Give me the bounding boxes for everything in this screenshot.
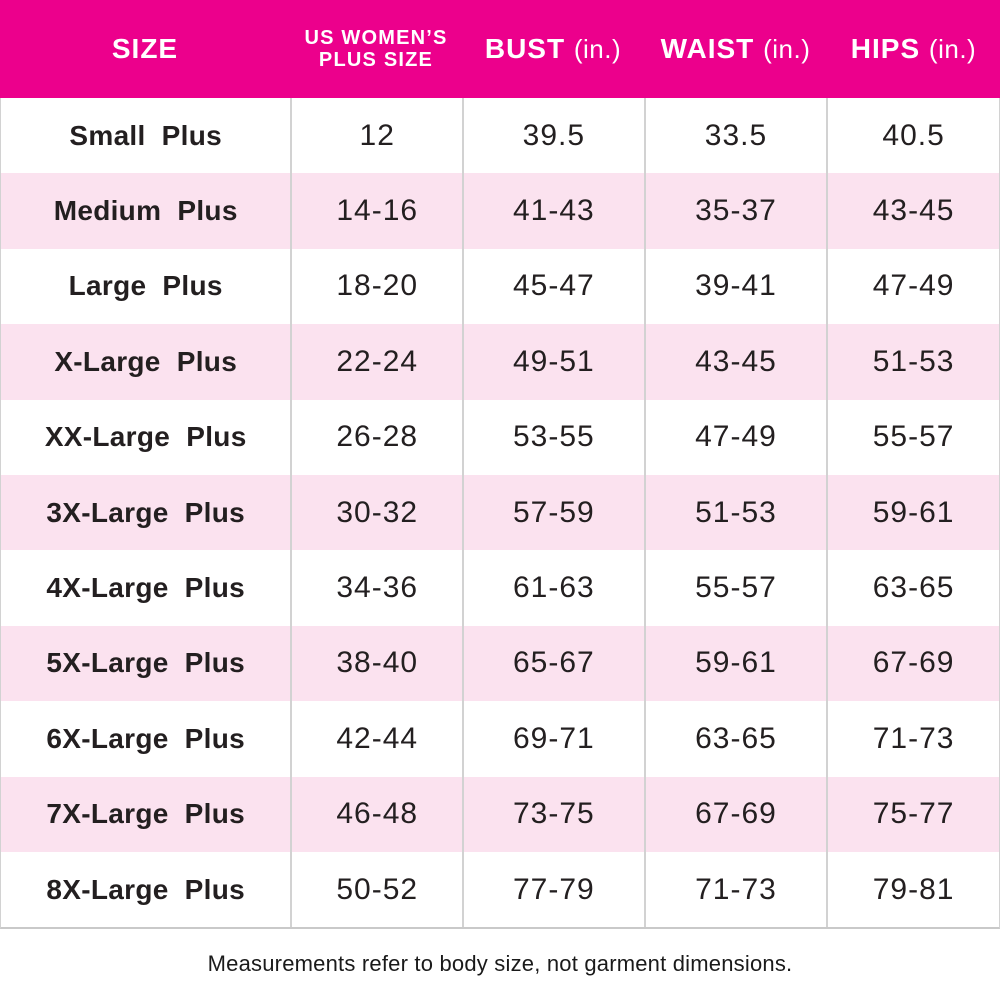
footer-note-area: Measurements refer to body size, not gar…	[0, 929, 1000, 999]
bust-cell: 53-55	[462, 399, 644, 475]
plus-size-cell: 46-48	[290, 776, 462, 852]
header-plus-size-line2: PLUS SIZE	[318, 49, 434, 71]
bust-cell: 73-75	[462, 776, 644, 852]
plus-size-cell: 14-16	[290, 173, 462, 249]
size-cell: XX-Large Plus	[44, 421, 247, 453]
plus-size-cell: 12	[290, 98, 462, 174]
bust-cell: 41-43	[462, 173, 644, 249]
hips-cell: 59-61	[826, 474, 999, 551]
hips-cell: 75-77	[826, 776, 999, 852]
bust-cell: 57-59	[462, 474, 644, 551]
hips-cell: 63-65	[826, 550, 999, 626]
header-waist-unit: (in.)	[763, 34, 811, 65]
plus-size-cell: 42-44	[290, 701, 462, 777]
table-row: XX-Large Plus 26-28 53-55 47-49 55-57	[1, 399, 999, 475]
size-cell: 8X-Large Plus	[46, 873, 246, 905]
size-cell: X-Large Plus	[54, 345, 238, 377]
table-row: 5X-Large Plus 38-40 65-67 59-61 67-69	[1, 625, 999, 702]
waist-cell: 43-45	[643, 324, 827, 400]
hips-cell: 43-45	[826, 173, 999, 249]
table-row: 7X-Large Plus 46-48 73-75 67-69 75-77	[1, 776, 999, 852]
header-bust-label: BUST (in.)	[484, 33, 622, 65]
header-waist-label: WAIST (in.)	[660, 33, 811, 65]
header-bust-unit: (in.)	[573, 34, 622, 65]
table-row: Large Plus 18-20 45-47 39-41 47-49	[1, 248, 999, 325]
waist-cell: 63-65	[643, 701, 827, 777]
header-cell-waist: WAIST (in.)	[644, 0, 827, 98]
size-cell: 4X-Large Plus	[46, 572, 246, 604]
size-cell: Large Plus	[68, 270, 223, 302]
bust-cell: 69-71	[462, 701, 644, 777]
hips-cell: 79-81	[826, 851, 999, 928]
header-hips-label: HIPS (in.)	[850, 33, 977, 65]
header-cell-size: SIZE	[0, 0, 290, 98]
hips-cell: 47-49	[826, 248, 999, 325]
bust-cell: 77-79	[462, 851, 644, 928]
size-cell: 3X-Large Plus	[46, 496, 246, 528]
header-cell-hips: HIPS (in.)	[827, 0, 1000, 98]
waist-cell: 39-41	[643, 248, 827, 325]
hips-cell: 67-69	[826, 625, 999, 702]
plus-size-cell: 34-36	[290, 550, 462, 626]
hips-cell: 51-53	[826, 324, 999, 400]
size-cell: 7X-Large Plus	[46, 798, 246, 830]
header-size-label: SIZE	[111, 33, 179, 65]
table-row: Medium Plus 14-16 41-43 35-37 43-45	[1, 173, 999, 249]
waist-cell: 71-73	[643, 851, 827, 928]
waist-cell: 51-53	[643, 474, 827, 551]
table-row: 4X-Large Plus 34-36 61-63 55-57 63-65	[1, 550, 999, 626]
bust-cell: 61-63	[462, 550, 644, 626]
plus-size-cell: 18-20	[290, 248, 462, 325]
waist-cell: 67-69	[643, 776, 827, 852]
size-cell: 6X-Large Plus	[46, 722, 246, 754]
plus-size-cell: 50-52	[290, 851, 462, 928]
header-plus-size-line1: US WOMEN’S	[304, 26, 448, 49]
waist-cell: 33.5	[643, 98, 827, 174]
bust-cell: 49-51	[462, 324, 644, 400]
waist-cell: 59-61	[643, 625, 827, 702]
table-row: Small Plus 12 39.5 33.5 40.5	[1, 98, 999, 174]
hips-cell: 71-73	[826, 701, 999, 777]
waist-cell: 47-49	[643, 399, 827, 475]
bust-cell: 45-47	[462, 248, 644, 325]
header-cell-bust: BUST (in.)	[462, 0, 644, 98]
table-row: 3X-Large Plus 30-32 57-59 51-53 59-61	[1, 474, 999, 551]
size-cell: Small Plus	[69, 119, 223, 151]
table-header: SIZE US WOMEN’S PLUS SIZE BUST (in.) WAI…	[0, 0, 1000, 98]
bust-cell: 65-67	[462, 625, 644, 702]
plus-size-cell: 26-28	[290, 399, 462, 475]
size-cell: 5X-Large Plus	[46, 647, 246, 679]
table-row: 8X-Large Plus 50-52 77-79 71-73 79-81	[1, 851, 999, 928]
hips-cell: 55-57	[826, 399, 999, 475]
waist-cell: 55-57	[643, 550, 827, 626]
bust-cell: 39.5	[462, 98, 644, 174]
header-hips-unit: (in.)	[928, 34, 977, 65]
header-cell-us-plus-size: US WOMEN’S PLUS SIZE	[290, 0, 462, 98]
table-row: 6X-Large Plus 42-44 69-71 63-65 71-73	[1, 701, 999, 777]
plus-size-cell: 22-24	[290, 324, 462, 400]
size-chart-table: SIZE US WOMEN’S PLUS SIZE BUST (in.) WAI…	[0, 0, 1000, 930]
size-cell: Medium Plus	[53, 195, 238, 227]
measurement-note: Measurements refer to body size, not gar…	[207, 951, 793, 977]
plus-size-cell: 30-32	[290, 474, 462, 551]
table-row: X-Large Plus 22-24 49-51 43-45 51-53	[1, 324, 999, 400]
plus-size-cell: 38-40	[290, 625, 462, 702]
waist-cell: 35-37	[643, 173, 827, 249]
hips-cell: 40.5	[826, 98, 999, 174]
